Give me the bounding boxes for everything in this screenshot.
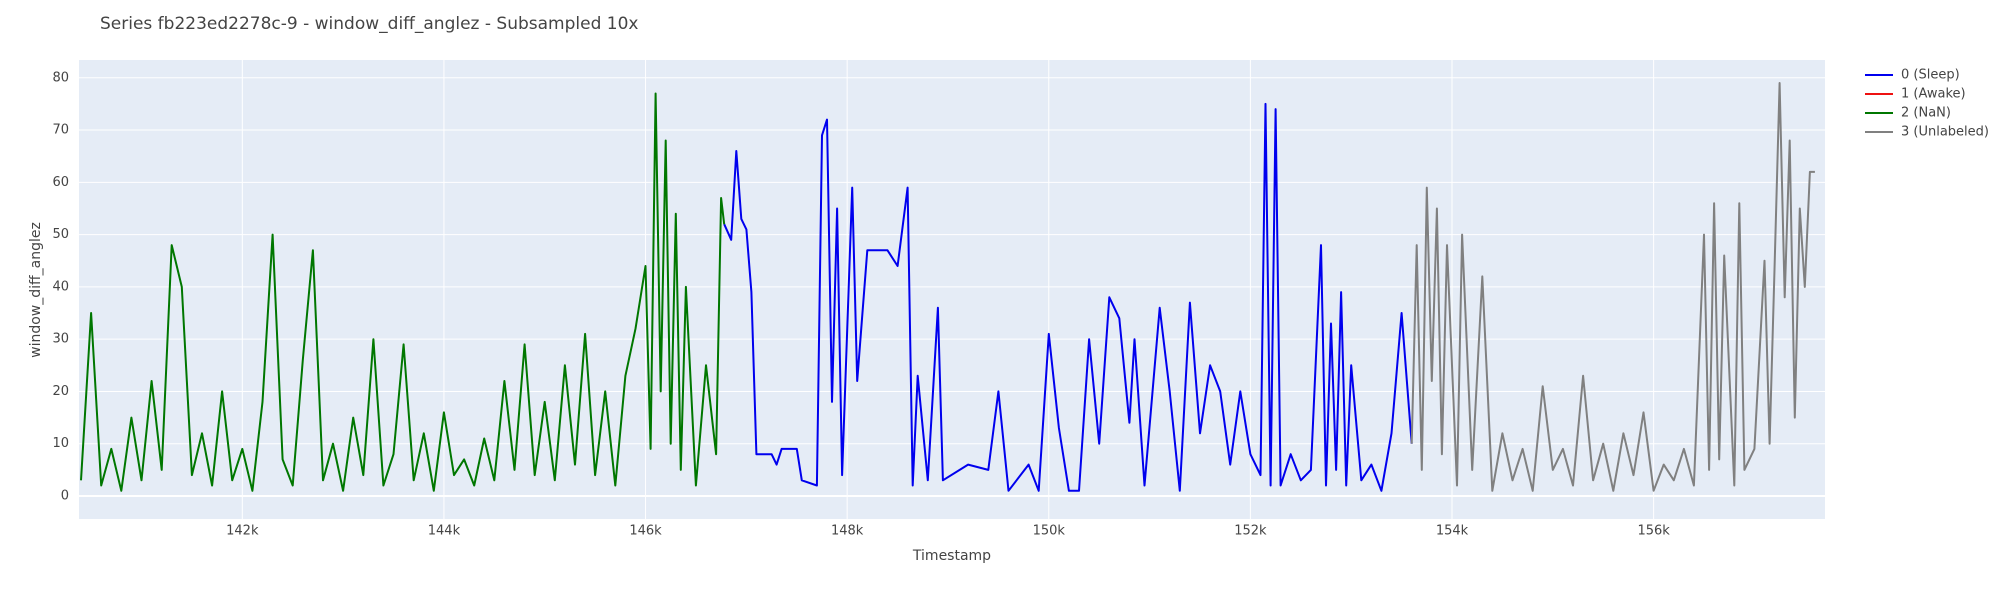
- x-tick-label: 146k: [629, 524, 662, 539]
- series-line: [1410, 82, 1815, 492]
- x-tick-label: 148k: [831, 524, 864, 539]
- chart-title: Series fb223ed2278c-9 - window_diff_angl…: [100, 14, 638, 34]
- y-tick-label: 50: [52, 227, 69, 242]
- series-line: [723, 102, 1413, 492]
- legend-label: 3 (Unlabeled): [1901, 125, 1989, 140]
- y-tick-label: 20: [52, 384, 69, 399]
- legend-label: 0 (Sleep): [1901, 68, 1960, 83]
- y-tick-label: 30: [52, 332, 69, 347]
- x-tick-label: 150k: [1033, 524, 1066, 539]
- x-axis-title: Timestamp: [912, 548, 991, 564]
- y-tick-label: 10: [52, 436, 69, 451]
- x-tick-label: 154k: [1436, 524, 1469, 539]
- legend-label: 2 (NaN): [1901, 106, 1951, 121]
- series-line: [80, 92, 726, 492]
- x-tick-label: 156k: [1637, 524, 1670, 539]
- y-axis-title: window_diff_anglez: [28, 222, 44, 358]
- y-tick-label: 60: [52, 175, 69, 190]
- y-tick-label: 40: [52, 279, 69, 294]
- plot-area: [79, 60, 1825, 519]
- y-tick-label: 70: [52, 123, 69, 138]
- x-tick-label: 142k: [226, 524, 259, 539]
- x-tick-label: 152k: [1234, 524, 1267, 539]
- y-tick-label: 80: [52, 70, 69, 85]
- legend-label: 1 (Awake): [1901, 87, 1966, 102]
- x-tick-label: 144k: [428, 524, 461, 539]
- y-tick-label: 0: [61, 488, 69, 503]
